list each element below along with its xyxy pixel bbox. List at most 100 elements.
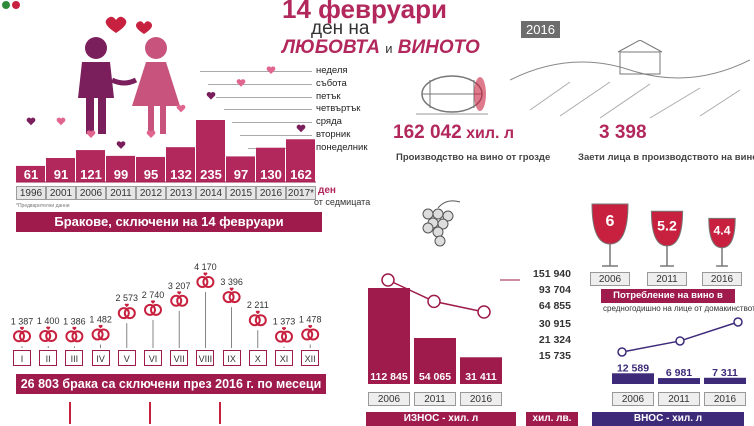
export-money-point: [477, 305, 491, 319]
import-bar: [612, 373, 654, 384]
consumption-glasses-chart: 6 5.2 4.4: [591, 203, 736, 267]
monthly-band: 26 803 брака са сключени през 2016 г. по…: [16, 374, 326, 394]
weekday-heart-marker: [56, 117, 66, 126]
export-band: ИЗНОС - хил. л: [366, 412, 516, 426]
month-heart: [255, 310, 260, 315]
month-value: 2 573: [116, 293, 139, 303]
currency-band: хил. лв.: [526, 412, 578, 426]
month-cell: I: [13, 350, 31, 366]
month-ring-right: [228, 291, 241, 304]
weekday-heart-marker: [26, 117, 36, 126]
month-ring-right: [307, 328, 320, 341]
marriage-bar: [196, 120, 225, 182]
wine-glass: [708, 217, 736, 249]
weekday-heart-marker: [146, 130, 156, 138]
preliminary-note: *Предварителни данни: [16, 203, 70, 209]
weekday-leader-line: [224, 109, 312, 111]
title-love-wine: ЛЮБОВТА и ВИНОТО: [282, 37, 480, 58]
weekday-label: сряда: [316, 116, 342, 128]
weekday-heart-marker: [236, 79, 246, 87]
marriage-bar: [136, 156, 165, 182]
month-value: 1 387: [11, 316, 34, 326]
marriage-bar: [16, 165, 45, 182]
marriage-bar-value: 97: [234, 167, 248, 182]
month-ring-left: [65, 330, 78, 343]
consumption-subtitle: средногодишно на лице от домакинството: [603, 304, 754, 313]
marriage-bar: [46, 157, 75, 182]
month-ring-left: [117, 307, 130, 320]
consumption-band: Потребление на вино в литри: [601, 289, 735, 315]
marriage-bar: [256, 147, 285, 182]
marriage-bar-value: 95: [144, 167, 158, 182]
weekday-leader-line: [232, 122, 312, 124]
month-cell: II: [39, 350, 58, 366]
month-ring-right: [19, 330, 31, 343]
import-bar-value: 7 311: [712, 367, 738, 379]
marriage-bar: [166, 147, 195, 182]
weekday-heart-marker: [176, 104, 186, 113]
export-money-label: 151 940: [533, 268, 571, 280]
page-title: 14 февруари: [282, 0, 447, 24]
marriage-year-cell: 2012: [136, 186, 166, 200]
month-ring-left: [39, 330, 52, 343]
marriage-year-cell: 2014: [196, 186, 226, 200]
month-ring-left: [144, 303, 156, 316]
month-heart: [203, 272, 208, 276]
marriage-year-cell: 2001: [46, 186, 76, 200]
marriage-year-cell: 2015: [226, 186, 256, 200]
weekday-leader-line: [208, 83, 312, 85]
month-heart: [150, 300, 156, 304]
import-year-cell: 2011: [658, 392, 700, 406]
marriage-bar-value: 121: [80, 167, 102, 182]
export-bar: [414, 338, 456, 384]
weekday-label: петък: [316, 90, 341, 102]
employed-caption: Заети лица в производството на вино: [578, 152, 754, 163]
weekday-heart-marker: [86, 130, 96, 138]
weekday-heart-marker: [296, 124, 306, 133]
import-year-cell: 2006: [612, 392, 654, 406]
weekday-leader-line: [216, 96, 312, 98]
month-value: 2 211: [247, 300, 269, 310]
month-heart: [124, 303, 129, 308]
month-cell: XI: [275, 350, 293, 366]
year-badge: 2016: [521, 21, 560, 38]
month-ring-right: [254, 314, 267, 327]
month-ring-left: [222, 291, 235, 304]
weekday-heart-marker: [266, 66, 276, 74]
marriage-bar: [76, 150, 105, 182]
weekday-heart-marker: [206, 91, 216, 100]
month-ring-left: [13, 330, 25, 343]
weekday-label: понеделник: [316, 141, 368, 153]
import-bar: [704, 377, 746, 384]
month-ring-left: [196, 276, 209, 288]
month-ring-left: [170, 294, 183, 307]
month-cell: XII: [301, 350, 320, 366]
month-ring-left: [275, 330, 287, 343]
month-ring-right: [71, 330, 84, 343]
month-value: 1 386: [63, 316, 86, 326]
export-money-point: [381, 273, 395, 287]
marriage-bar-value: 99: [114, 167, 128, 182]
month-ring-left: [301, 328, 314, 341]
weekday-label: четвъртък: [316, 103, 361, 115]
month-cell: VI: [144, 350, 162, 366]
consumption-year-cell: 2011: [647, 272, 687, 286]
marriage-year-cell: 2011: [106, 186, 136, 200]
export-money-point: [427, 294, 441, 309]
month-value: 4 170: [194, 262, 217, 272]
production-caption: Производство на вино от грозде: [396, 152, 551, 163]
export-year-cell: 2006: [368, 392, 410, 406]
marriage-year-cell: 1996: [16, 186, 46, 200]
export-money-label: 93 704: [538, 284, 571, 296]
export-year-cell: 2011: [414, 392, 456, 406]
month-heart: [281, 327, 287, 331]
import-money-label: 30 915: [538, 318, 571, 330]
marriages-bar-chart: 61 91 121 99 95 132 235 97 130 162: [16, 66, 316, 183]
import-money-label: 21 324: [538, 334, 571, 346]
marriage-bar: [226, 156, 255, 182]
marriage-bar-value: 162: [290, 167, 312, 182]
import-bar-value: 12 589: [617, 362, 649, 374]
month-heart: [229, 287, 234, 292]
month-ring-right: [150, 303, 162, 316]
